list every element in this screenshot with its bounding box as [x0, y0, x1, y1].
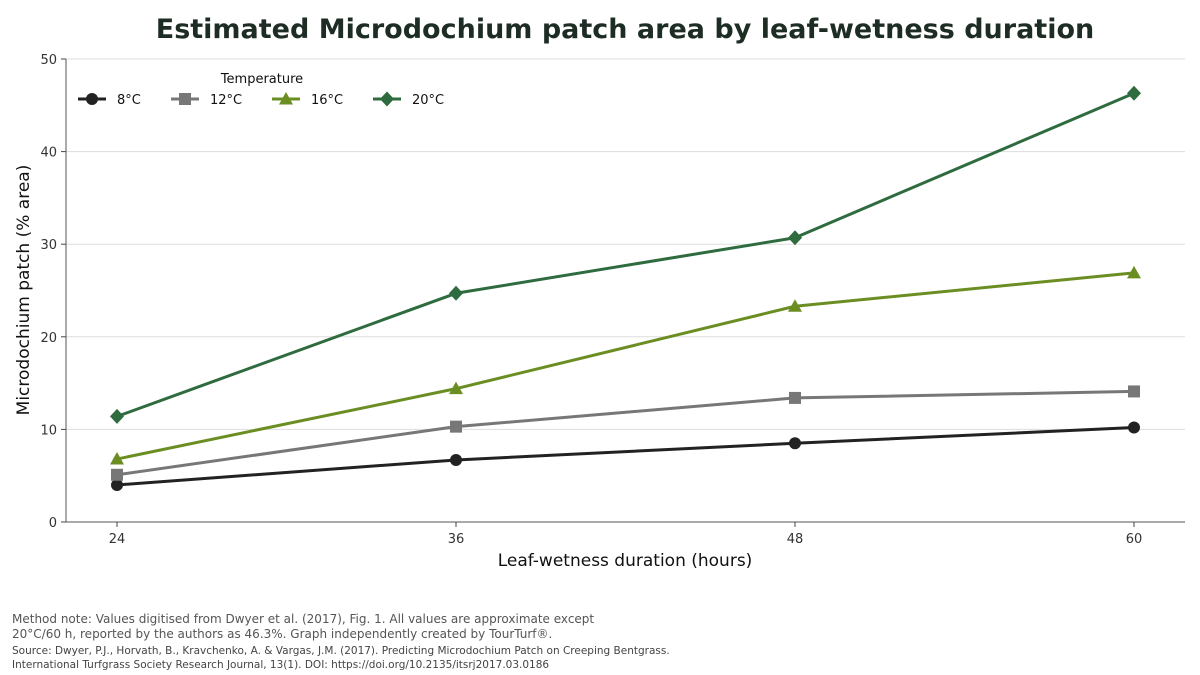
x-tick-label: 48 [787, 532, 804, 547]
y-tick-label: 0 [49, 516, 57, 531]
series-line [116, 426, 1135, 487]
legend-label: 16°C [311, 93, 343, 108]
line-chart: Estimated Microdochium patch area by lea… [14, 14, 1185, 571]
legend-swatch-marker [86, 93, 98, 105]
legend-swatch-marker [179, 93, 191, 105]
data-point [788, 299, 802, 312]
y-tick-label: 30 [40, 238, 57, 253]
data-point [449, 381, 463, 395]
x-tick-label: 60 [1126, 532, 1143, 547]
y-tick-label: 10 [40, 423, 57, 438]
source-line-2: International Turfgrass Society Research… [12, 659, 550, 671]
data-point [789, 437, 801, 450]
series-line [116, 91, 1135, 418]
data-point [110, 452, 124, 465]
y-tick-label: 40 [40, 146, 57, 161]
data-point [1128, 421, 1140, 434]
legend-swatch-marker [380, 91, 394, 107]
series-line [116, 271, 1135, 461]
data-point [111, 468, 123, 481]
x-tick-label: 36 [448, 532, 465, 547]
data-point [449, 285, 463, 301]
data-point [788, 230, 802, 246]
method-note-line-1: Method note: Values digitised from Dwyer… [12, 612, 595, 626]
data-point [1128, 385, 1140, 398]
series-line [116, 389, 1135, 477]
legend-swatch-marker [279, 92, 293, 105]
source-citation: Source: Dwyer, P.J., Horvath, B., Kravch… [12, 644, 1192, 672]
data-point [111, 478, 123, 491]
legend-label: 8°C [117, 93, 141, 108]
source-line-1: Source: Dwyer, P.J., Horvath, B., Kravch… [12, 645, 670, 657]
legend-label: 20°C [412, 93, 444, 108]
data-point [1127, 85, 1141, 101]
legend-label: 12°C [210, 93, 242, 108]
data-point [450, 420, 462, 433]
data-point [110, 408, 124, 424]
y-tick-label: 20 [40, 331, 57, 346]
y-axis-label: Microdochium patch (% area) [14, 165, 34, 416]
chart-title: Estimated Microdochium patch area by lea… [156, 14, 1094, 45]
legend: Temperature 8°C 12°C 16°C 20°C [78, 72, 444, 108]
method-note: Method note: Values digitised from Dwyer… [12, 612, 1192, 642]
data-point [450, 453, 462, 466]
legend-title: Temperature [220, 72, 303, 87]
axes: 0 10 20 30 40 50 24 36 48 60 [40, 53, 1185, 547]
data-point [1127, 265, 1141, 279]
x-tick-label: 24 [109, 532, 126, 547]
method-note-line-2: 20°C/60 h, reported by the authors as 46… [12, 627, 553, 641]
x-axis-label: Leaf-wetness duration (hours) [498, 551, 753, 571]
y-tick-label: 50 [40, 53, 57, 68]
series-layer [110, 85, 1141, 491]
data-point [789, 391, 801, 404]
